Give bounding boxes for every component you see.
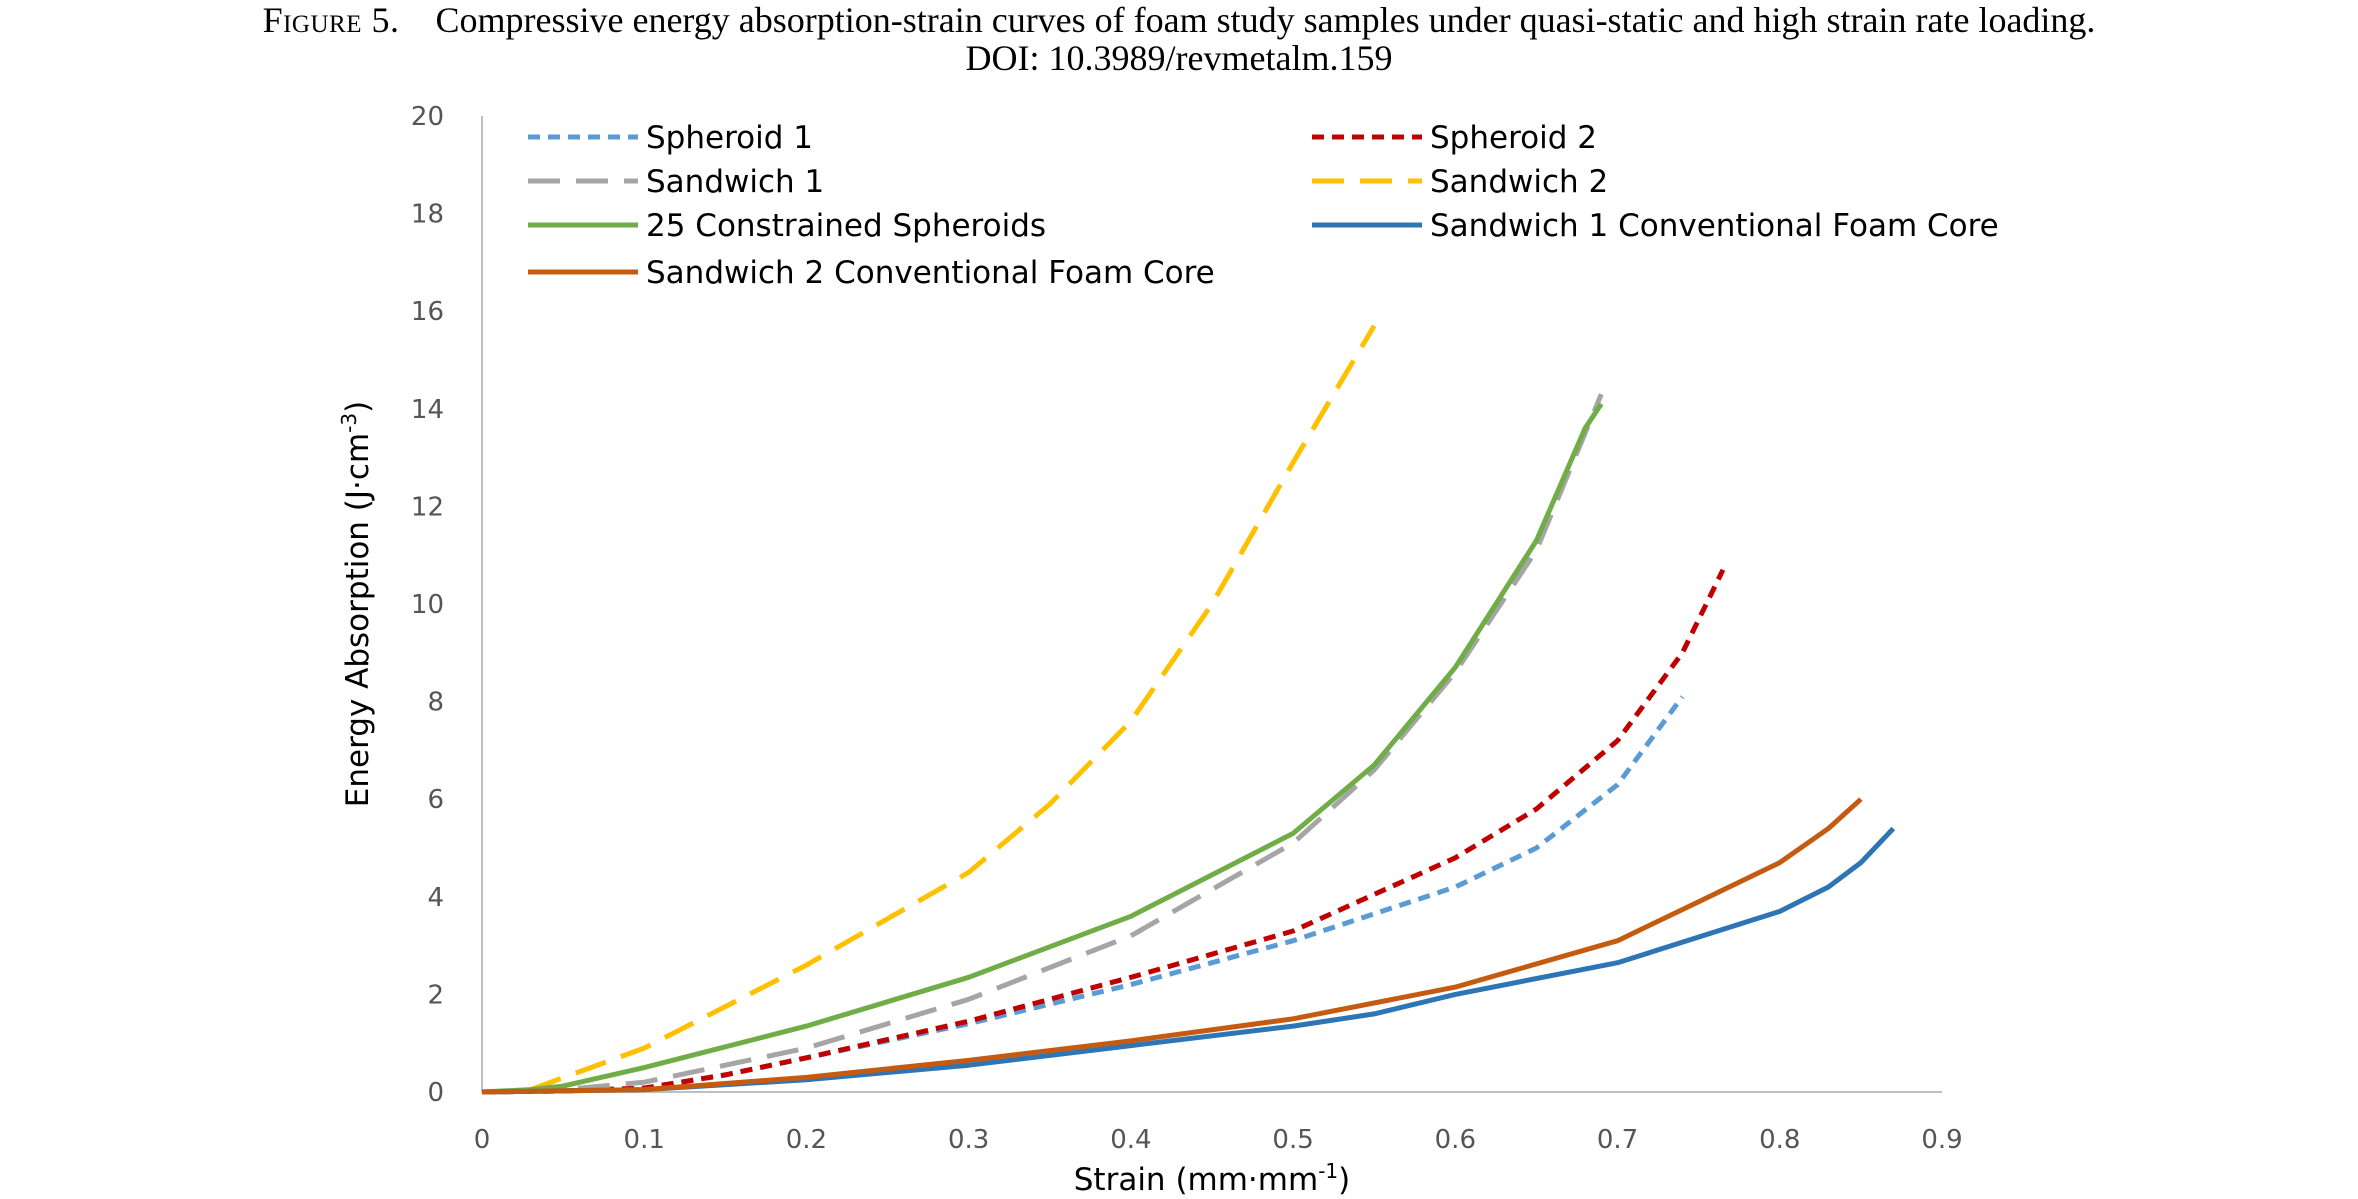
y-tick-label: 0 [427,1078,444,1108]
y-tick-label: 10 [411,590,444,620]
y-tick-label: 8 [427,688,444,718]
y-tick-label: 14 [411,395,444,425]
y-tick-label: 4 [427,883,444,913]
legend-label: Spheroid 1 [646,120,813,156]
legend-label: Sandwich 2 Conventional Foam Core [646,255,1215,291]
y-tick-labels: 0 2 4 6 8 10 12 14 16 18 20 [411,102,444,1108]
y-tick-label: 16 [411,297,444,327]
y-axis-title-sup: -3 [337,413,361,433]
y-tick-label: 20 [411,102,444,132]
series-line [529,324,1377,1092]
x-tick-label: 0.8 [1759,1125,1800,1155]
x-tick-label: 0.5 [1272,1125,1313,1155]
doi-value: : 10.3989/revmetalm.159 [1029,38,1393,78]
x-tick-label: 0.2 [786,1125,827,1155]
y-axis-title-text: Energy Absorption (J·cm [340,433,376,807]
x-tick-label: 0.1 [624,1125,665,1155]
doi-label: DOI [965,38,1030,78]
series-line [481,695,1685,1095]
y-tick-label: 12 [411,492,444,522]
series-line [481,402,1604,1095]
x-axis-title: Strain (mm·mm-1) [1074,1159,1351,1198]
x-axis-title-text: Strain (mm·mm [1074,1162,1318,1198]
x-axis-title-sup: -1 [1318,1159,1338,1183]
x-tick-label: 0.3 [948,1125,989,1155]
axes [481,116,1942,1093]
series-line [481,568,1726,1095]
caption-text: Compressive energy absorption-strain cur… [435,0,2096,40]
x-tick-label: 0.6 [1435,1125,1476,1155]
y-axis-title-tail: ) [340,401,376,413]
x-axis-title-tail: ) [1338,1162,1350,1198]
legend-label: Spheroid 2 [1430,120,1597,156]
x-tick-label: 0.4 [1110,1125,1151,1155]
series-lines [481,324,1896,1095]
y-tick-label: 6 [427,785,444,815]
y-tick-label: 18 [411,200,444,230]
legend: Spheroid 1 Spheroid 2 Sandwich 1 Sandwich 2… [528,120,1999,291]
y-axis-title: Energy Absorption (J·cm-3) [337,401,376,807]
legend-label: Sandwich 2 [1430,164,1608,200]
x-tick-label: 0.9 [1921,1125,1962,1155]
x-tick-label: 0 [474,1125,491,1155]
y-tick-label: 2 [427,980,444,1010]
legend-label: Sandwich 1 [646,164,824,200]
legend-label: Sandwich 1 Conventional Foam Core [1430,208,1999,244]
legend-label: 25 Constrained Spheroids [646,208,1046,244]
series-line [481,797,1863,1095]
x-tick-labels: 0 0.1 0.2 0.3 0.4 0.5 0.6 0.7 0.8 0.9 [474,1125,1963,1155]
x-tick-label: 0.7 [1597,1125,1638,1155]
figure-label: Figure 5. [262,0,400,40]
series-line [481,393,1604,1095]
caption-line-2: DOI: 10.3989/revmetalm.159 [0,38,2358,78]
caption-line-1: Figure 5. Compressive energy absorption-… [0,0,2358,40]
